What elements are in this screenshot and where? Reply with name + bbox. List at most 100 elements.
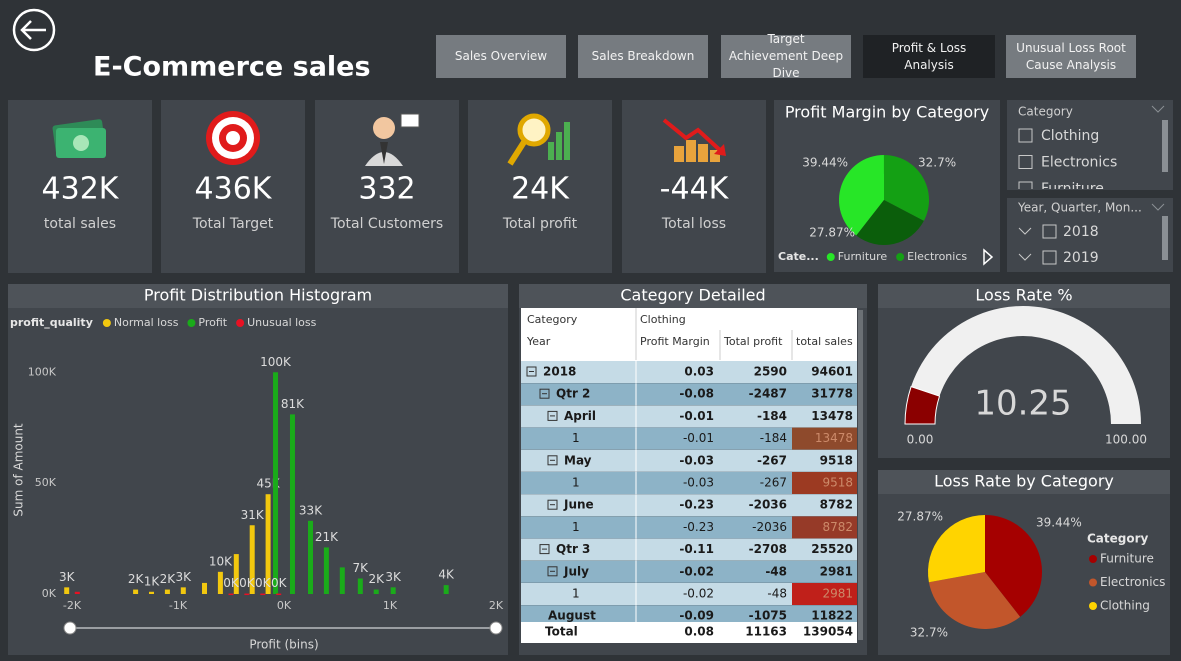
panel-title: Profit Distribution Histogram — [144, 286, 372, 305]
legend-label: Furniture — [1100, 552, 1154, 566]
data-label: 4K — [438, 568, 455, 582]
nav-button[interactable]: Sales Breakdown — [578, 35, 708, 78]
slicer-chevron — [1151, 105, 1165, 113]
panel — [8, 284, 508, 655]
table-row: 1 -0.23 -2036 8782 — [521, 516, 857, 539]
nav-button[interactable]: Sales Overview — [436, 35, 566, 78]
row-label: 1 — [572, 587, 580, 601]
expand-icon[interactable] — [539, 544, 550, 555]
expand-icon[interactable] — [547, 455, 558, 466]
histogram-bar — [276, 593, 282, 596]
data-label: 0K — [223, 576, 240, 590]
histogram-bar — [390, 587, 396, 594]
row-label: 1 — [572, 476, 580, 490]
chart-title: Profit Margin by Category — [785, 103, 989, 122]
cell-highlight — [792, 427, 857, 450]
panel-title: Loss Rate % — [975, 286, 1072, 305]
table-row: 1 -0.02 -48 2981 — [521, 583, 857, 605]
kpi-label: total sales — [44, 216, 116, 232]
table-cell: -0.01 — [683, 431, 714, 445]
table-cell: -0.03 — [683, 476, 714, 490]
legend-label: Normal loss — [114, 316, 179, 329]
checkbox — [1018, 181, 1033, 189]
slicer-item[interactable]: Furniture — [1018, 181, 1104, 197]
back-button[interactable] — [12, 8, 56, 52]
histogram-bar — [180, 587, 186, 594]
histogram-bar — [323, 547, 329, 594]
slicer-items: Clothing Electronics Furniture — [1018, 128, 1117, 197]
data-label: 39.44% — [1036, 516, 1082, 530]
row-bg — [521, 583, 857, 605]
gauge-track — [905, 306, 1141, 424]
table-header-bg — [521, 308, 857, 361]
nav-button[interactable]: Unusual Loss Root Cause Analysis — [1006, 35, 1136, 78]
slicer-title: Category — [1018, 105, 1073, 119]
expand-icon[interactable] — [526, 366, 537, 377]
data-label: 27.87% — [809, 226, 855, 240]
icon — [674, 146, 684, 162]
data-label: 39.44% — [802, 156, 848, 170]
slider-handle[interactable] — [489, 621, 503, 635]
histogram-bar — [74, 591, 80, 594]
y-tick-label: 50K — [35, 476, 57, 489]
table-cell: -184 — [760, 431, 787, 445]
row-bg — [521, 405, 857, 428]
histogram-bar — [64, 587, 70, 594]
expand-icon[interactable] — [547, 410, 558, 421]
expand-icon[interactable] — [539, 388, 550, 399]
legend-label: Clothing — [1100, 599, 1150, 613]
table-cell: 2981 — [820, 564, 853, 578]
gauge-value-label: 10.25 — [974, 384, 1071, 424]
panel-title-bar — [878, 470, 1170, 494]
icon — [507, 140, 527, 166]
data-label: 3K — [385, 570, 402, 584]
slider-handle[interactable] — [63, 621, 77, 635]
kpi-label: Total profit — [502, 216, 578, 232]
legend-title: profit_quality — [10, 316, 93, 329]
table-cell: -48 — [765, 564, 787, 578]
slicer-item[interactable]: 2019 — [1018, 250, 1099, 266]
table-cell: 13478 — [815, 431, 853, 445]
cell-highlight — [792, 472, 857, 494]
page-title: E-Commerce sales — [93, 52, 371, 83]
table-row: 2018 0.03 2590 94601 — [521, 361, 857, 383]
kpi-value: 432K — [42, 172, 120, 207]
pie-slice — [883, 155, 929, 221]
row-bg — [521, 494, 857, 517]
row-label: Qtr 3 — [556, 542, 590, 556]
row-label: May — [564, 453, 592, 467]
data-label: 27.87% — [897, 510, 943, 524]
slicer-item-label: Clothing — [1041, 128, 1099, 144]
kpi-card: 332 Total Customers — [315, 100, 459, 273]
histogram-bar — [443, 585, 449, 594]
nav-button[interactable]: Profit & Loss Analysis — [863, 35, 995, 78]
data-label: 32.7% — [918, 156, 956, 170]
row-bg — [521, 383, 857, 406]
table-cell: 25520 — [811, 542, 853, 556]
nav-button[interactable]: Target Achievement Deep Dive — [721, 32, 851, 80]
slicer-item[interactable]: 2018 — [1018, 224, 1099, 240]
table-row: Qtr 3 -0.11 -2708 25520 — [521, 538, 857, 561]
expand-icon[interactable] — [547, 566, 558, 577]
slicer-item[interactable]: Clothing — [1018, 128, 1099, 144]
x-tick-label: -2K — [63, 599, 82, 612]
pie-slice — [985, 515, 1042, 617]
panel-title: Loss Rate by Category — [934, 472, 1114, 491]
icon — [714, 144, 726, 156]
table-cell: -2708 — [749, 542, 787, 556]
histogram-bar — [217, 571, 223, 594]
histogram-bar — [289, 414, 295, 594]
legend-next[interactable] — [983, 248, 994, 266]
histogram-bar — [233, 554, 239, 594]
icon — [564, 122, 570, 160]
legend-label: Electronics — [907, 250, 967, 263]
table-row: 1 -0.01 -184 13478 — [521, 427, 857, 450]
slicer-bg — [1007, 198, 1173, 272]
table-cell: -0.23 — [679, 498, 714, 512]
x-tick-label: -1K — [169, 599, 188, 612]
expand-icon[interactable] — [547, 499, 558, 510]
slicer-item[interactable]: Electronics — [1018, 155, 1117, 171]
data-label: 10K — [209, 554, 233, 568]
